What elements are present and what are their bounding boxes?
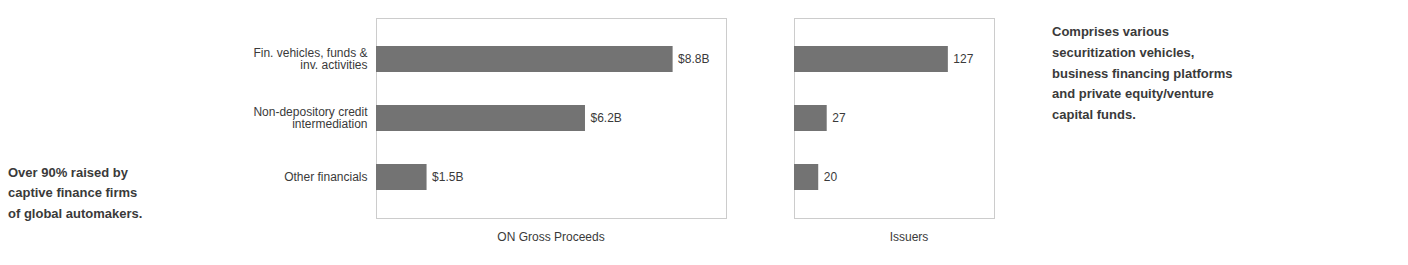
- svg-text:$6.2B: $6.2B: [590, 111, 621, 125]
- html-text:Comprises various securitizati: Comprises various securitization vehicle…: [1052, 24, 1233, 123]
- svg-text:Other financials: Other financials: [284, 170, 367, 184]
- svg-text:127: 127: [953, 52, 973, 66]
- html-text:Over 90% raised by captive fin: Over 90% raised by captive finance firms…: [8, 164, 143, 222]
- html-text:ON Gross Proceeds: ON Gross Proceeds: [497, 230, 605, 244]
- svg-text:$8.8B: $8.8B: [678, 52, 709, 66]
- svg-text:20: 20: [824, 170, 838, 184]
- svg-text:27: 27: [832, 111, 846, 125]
- svg-text:Fin. vehicles, funds &inv. act: Fin. vehicles, funds &inv. activities: [253, 46, 367, 72]
- svg-text:Non-depository creditintermedi: Non-depository creditintermediation: [253, 105, 368, 131]
- html-text:Issuers: Issuers: [889, 230, 929, 244]
- svg-text:$1.5B: $1.5B: [432, 170, 463, 184]
